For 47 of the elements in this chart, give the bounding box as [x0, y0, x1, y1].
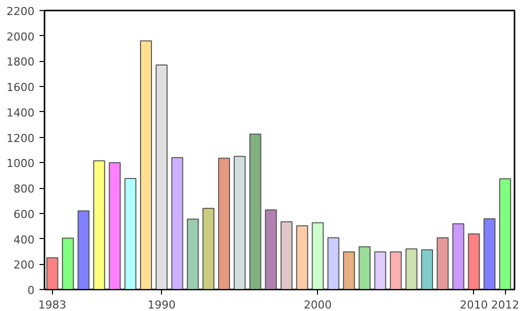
- y-tick-label: 800: [14, 182, 35, 196]
- bar: [62, 238, 74, 290]
- y-tick-label: 1600: [6, 81, 35, 94]
- x-tick-label: 1983: [38, 298, 66, 311]
- bar: [124, 178, 136, 290]
- y-tick-label: 1400: [6, 106, 35, 120]
- bar: [452, 223, 464, 290]
- y-tick-label: 1000: [6, 157, 35, 170]
- bar: [46, 257, 58, 290]
- bar: [78, 210, 90, 290]
- bar: [140, 40, 152, 290]
- bar: [327, 237, 340, 290]
- x-tick-label: 2012: [491, 298, 520, 311]
- bar: [234, 156, 246, 290]
- y-tick-label: 2000: [6, 30, 35, 44]
- bar: [468, 233, 480, 290]
- y-tick-label: 1800: [6, 56, 35, 69]
- bar: [264, 209, 277, 290]
- y-tick-label: 600: [14, 208, 35, 221]
- bar: [499, 178, 512, 290]
- x-tick-label: 2000: [304, 298, 332, 311]
- x-tick-label: 1990: [148, 298, 176, 311]
- bar: [405, 248, 418, 290]
- bar: [374, 251, 386, 290]
- bar: [421, 249, 434, 290]
- bar: [390, 251, 402, 290]
- x-tick-label: 2010: [460, 298, 488, 311]
- bar: [108, 162, 121, 290]
- bar: [280, 221, 292, 290]
- y-tick-label: 200: [14, 258, 35, 272]
- bar: [436, 237, 449, 290]
- y-tick-label: 2200: [6, 5, 35, 18]
- bar: [296, 225, 308, 290]
- bar: [93, 160, 106, 290]
- y-tick-label: 400: [14, 233, 35, 246]
- bar: [484, 218, 496, 290]
- y-tick-label: 0: [28, 284, 34, 297]
- bar: [249, 134, 262, 290]
- bar: [358, 246, 371, 290]
- bar: [186, 218, 199, 290]
- bar: [312, 222, 324, 290]
- y-tick-label: 1200: [6, 132, 35, 145]
- bar: [202, 208, 214, 290]
- bar: [218, 158, 230, 290]
- bar: [171, 157, 184, 290]
- bar: [156, 64, 168, 290]
- bar: [343, 251, 355, 290]
